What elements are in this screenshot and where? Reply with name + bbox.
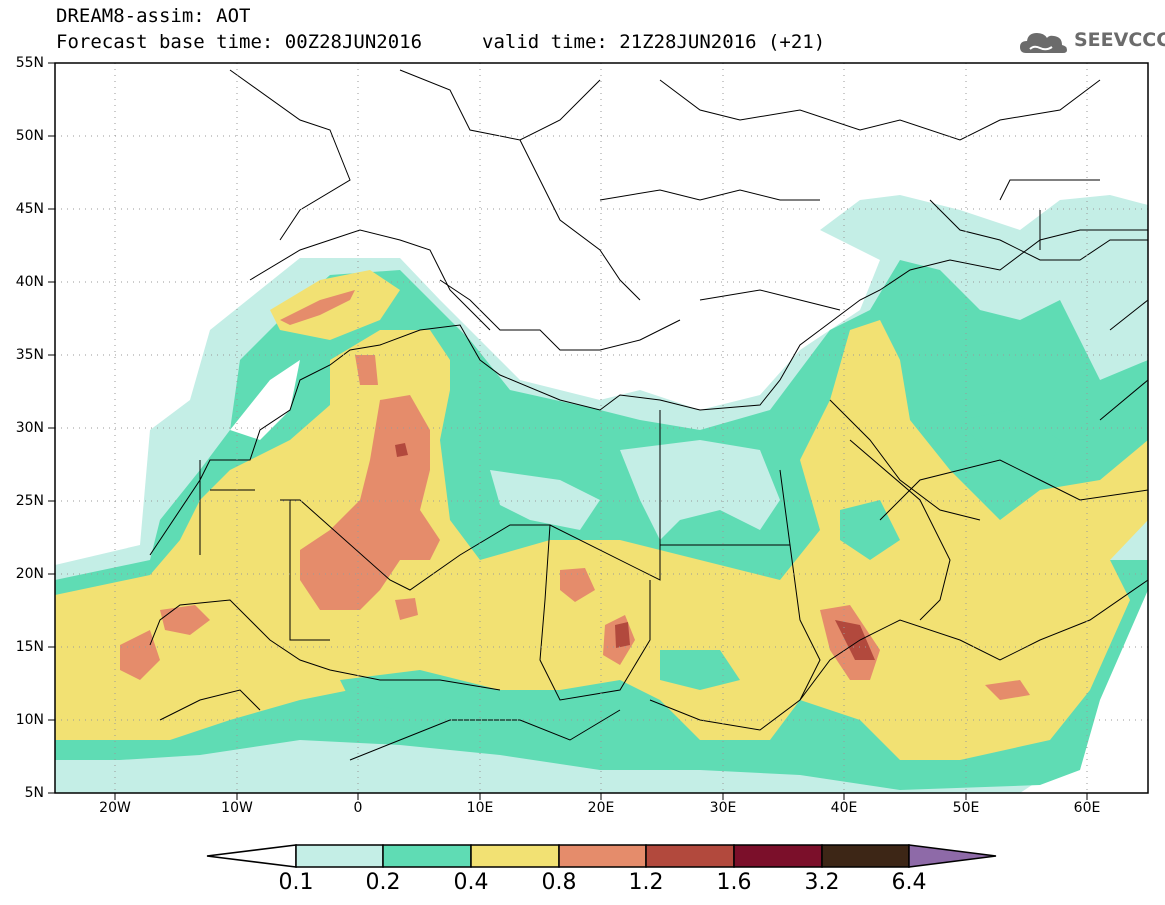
lat-label: 45N bbox=[15, 201, 44, 217]
lon-label: 60E bbox=[1073, 800, 1101, 816]
lon-label: 30E bbox=[709, 800, 737, 816]
colorbar-swatch-6 bbox=[733, 844, 823, 868]
seevccc-logo bbox=[1020, 33, 1067, 53]
colorbar-low-arrow bbox=[206, 844, 297, 868]
map-title: DREAM8-assim: AOT bbox=[56, 5, 251, 27]
lon-label: 40E bbox=[830, 800, 858, 816]
lat-label: 20N bbox=[15, 566, 44, 582]
aot-band-1.2 bbox=[395, 443, 408, 457]
colorbar-swatch-5 bbox=[645, 844, 735, 868]
lon-label: 20E bbox=[587, 800, 615, 816]
colorbar-label: 6.4 bbox=[891, 870, 927, 895]
lon-label: 0 bbox=[353, 800, 363, 816]
lon-label: 10E bbox=[466, 800, 494, 816]
colorbar-label: 0.2 bbox=[365, 870, 401, 895]
lat-label: 15N bbox=[15, 639, 44, 655]
forecast-base-time: Forecast base time: 00Z28JUN2016 bbox=[56, 31, 423, 53]
colorbar-high-arrow bbox=[908, 844, 997, 868]
colorbar-label: 3.2 bbox=[804, 870, 840, 895]
colorbar-label: 1.6 bbox=[716, 870, 752, 895]
lat-label: 25N bbox=[15, 493, 44, 509]
lat-label: 40N bbox=[15, 274, 44, 290]
colorbar-swatch-4 bbox=[558, 844, 647, 868]
colorbar-label: 1.2 bbox=[628, 870, 664, 895]
lon-label: 50E bbox=[952, 800, 980, 816]
colorbar-label: 0.8 bbox=[541, 870, 577, 895]
colorbar-swatch-1 bbox=[295, 844, 384, 868]
lat-label: 5N bbox=[24, 785, 44, 801]
lon-label: 10W bbox=[221, 800, 253, 816]
colorbar-label: 0.4 bbox=[453, 870, 489, 895]
colorbar-swatch-7 bbox=[821, 844, 910, 868]
lat-label: 55N bbox=[15, 55, 44, 71]
valid-time: valid time: 21Z28JUN2016 (+21) bbox=[482, 31, 826, 53]
colorbar bbox=[206, 844, 997, 868]
colorbar-swatch-2 bbox=[382, 844, 472, 868]
colorbar-label: 0.1 bbox=[278, 870, 314, 895]
lat-label: 50N bbox=[15, 128, 44, 144]
lon-label: 20W bbox=[99, 800, 131, 816]
logo-text: SEEVCCC bbox=[1074, 29, 1165, 51]
colorbar-swatch-3 bbox=[470, 844, 560, 868]
lat-label: 30N bbox=[15, 420, 44, 436]
lat-label: 35N bbox=[15, 347, 44, 363]
lat-label: 10N bbox=[15, 712, 44, 728]
